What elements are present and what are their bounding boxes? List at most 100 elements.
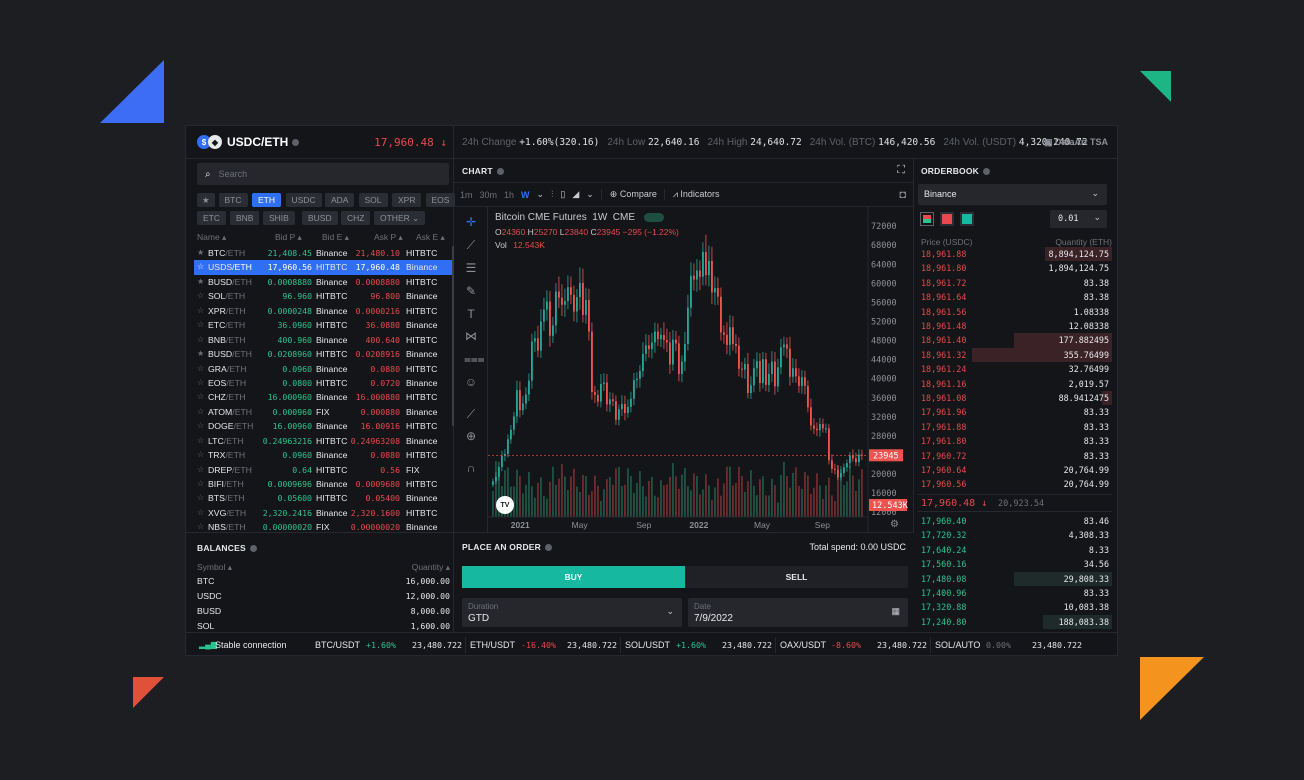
- sell-button[interactable]: SELL: [685, 566, 908, 588]
- view-asks-icon[interactable]: [940, 212, 954, 226]
- market-row[interactable]: ☆ BTS/ETH 0.05600 HITBTC 0.05400 Binance: [194, 491, 452, 505]
- col-ask-price[interactable]: Ask P ▴: [374, 232, 403, 242]
- prediction-icon[interactable]: ⩶: [464, 352, 485, 366]
- favorite-star-icon[interactable]: ☆: [197, 363, 205, 373]
- filter-chip[interactable]: CHZ: [341, 211, 371, 225]
- filter-chip[interactable]: EOS: [425, 193, 456, 207]
- market-row[interactable]: ★ BUSD/ETH 0.0208960 HITBTC 0.0208916 Binance: [194, 347, 452, 361]
- market-row[interactable]: ☆ XPR/ETH 0.0000248 Binance 0.0000216 HITBTC: [194, 304, 452, 318]
- trendline-icon[interactable]: ⟋: [466, 238, 476, 252]
- col-ask-exchange[interactable]: Ask E ▴: [416, 232, 445, 242]
- view-bids-icon[interactable]: [960, 212, 974, 226]
- duration-select[interactable]: Duration GTD ⌄: [462, 598, 682, 627]
- bid-row[interactable]: 17,960.40 83.46: [918, 514, 1112, 528]
- bid-row[interactable]: 17,560.16 34.56: [918, 557, 1112, 571]
- ask-row[interactable]: 18,961.16 2,019.57: [918, 377, 1112, 391]
- filter-chip[interactable]: BNB: [230, 211, 260, 225]
- zoom-in-icon[interactable]: ⊕: [465, 429, 477, 443]
- filter-chip[interactable]: ADA: [325, 193, 355, 207]
- col-name[interactable]: Name ▴: [197, 232, 227, 242]
- favorite-star-icon[interactable]: ☆: [197, 291, 205, 301]
- info-icon[interactable]: [249, 544, 257, 552]
- ticker-pair[interactable]: SOL/USDT: [625, 640, 671, 650]
- interval-1h[interactable]: 1h: [504, 189, 515, 200]
- market-row[interactable]: ☆ LTC/ETH 0.24963216 HITBTC 0.24963208 Binanc…: [194, 434, 452, 448]
- magnet-icon[interactable]: ∩: [466, 461, 476, 475]
- bid-row[interactable]: 17,400.96 83.33: [918, 586, 1112, 600]
- filter-chip[interactable]: XPR: [392, 193, 422, 207]
- ask-row[interactable]: 18,961.40 177.882495: [918, 333, 1112, 348]
- ask-row[interactable]: 17,960.64 20,764.99: [918, 463, 1112, 477]
- ticker-pair[interactable]: ETH/USDT: [470, 640, 515, 650]
- market-row[interactable]: ☆ GRA/ETH 0.0960 Binance 0.0880 HITBTC: [194, 362, 452, 376]
- filter-chip[interactable]: USDC: [285, 193, 322, 207]
- interval-30m[interactable]: 30m: [479, 189, 498, 200]
- filter-chip[interactable]: BTC: [218, 193, 248, 207]
- favorite-star-icon[interactable]: ☆: [197, 493, 205, 503]
- bid-row[interactable]: 17,320.88 10,083.38: [918, 600, 1112, 614]
- crosshair-icon[interactable]: ✛: [465, 215, 477, 229]
- market-row[interactable]: ☆ USDS/ETH 17,960.56 HITBTC 17,960.48 Binance: [194, 260, 452, 275]
- ask-row[interactable]: 18,961.56 1.08338: [918, 305, 1112, 319]
- bar-style-icon[interactable]: ⫶: [551, 189, 554, 199]
- market-row[interactable]: ☆ NBS/ETH 0.00000020 FIX 0.00000020 Binance: [194, 520, 452, 534]
- ask-row[interactable]: 18,961.08 88.9412475: [918, 391, 1112, 406]
- col-bid-price[interactable]: Bid P ▴: [275, 232, 302, 242]
- pair-selector[interactable]: $ ◆ USDC/ETH 17,960.48 ↓: [186, 126, 454, 159]
- date-field[interactable]: Date 7/9/2022 ▦: [688, 598, 908, 627]
- chevron-down-icon[interactable]: ⌄: [586, 189, 594, 199]
- chart-settings-icon[interactable]: ⚙: [890, 519, 899, 530]
- search-input[interactable]: ⌕ Search: [197, 163, 449, 185]
- balances-quantity-header[interactable]: Quantity ▴: [411, 562, 450, 572]
- price-chart[interactable]: 72000 68000 64000 60000 56000 52000 48000 44000…: [488, 207, 914, 532]
- market-row[interactable]: ☆ EOS/ETH 0.0800 HITBTC 0.0720 Binance: [194, 376, 452, 390]
- market-row[interactable]: ★ BTC/ETH 21,408.45 Binance 21,480.10 HITBTC: [194, 246, 452, 260]
- market-row[interactable]: ★ BUSD/ETH 0.0008880 Binance 0.0008880 HITBTC: [194, 275, 452, 289]
- ask-row[interactable]: 17,961.96 83.33: [918, 405, 1112, 419]
- exchange-select[interactable]: Binance ⌄: [918, 184, 1107, 205]
- view-both-icon[interactable]: [920, 212, 934, 226]
- ask-row[interactable]: 18,961.72 83.38: [918, 276, 1112, 290]
- area-style-icon[interactable]: ◢: [572, 189, 580, 199]
- info-icon[interactable]: [496, 167, 504, 175]
- ask-row[interactable]: 18,961.64 83.38: [918, 290, 1112, 304]
- favorite-star-icon[interactable]: ☆: [197, 435, 205, 445]
- compare-button[interactable]: ⊕ Compare: [600, 189, 657, 200]
- bid-row[interactable]: 17,640.24 8.33: [918, 543, 1112, 557]
- bid-row[interactable]: 17,240.80 188,083.38: [918, 614, 1112, 630]
- filter-chip[interactable]: OTHER ⌄: [374, 211, 426, 225]
- ask-row[interactable]: 17,960.56 20,764.99: [918, 477, 1112, 491]
- favorite-star-icon[interactable]: ☆: [197, 392, 205, 402]
- calendar-icon[interactable]: ▦: [891, 606, 900, 616]
- chart-visibility-toggle[interactable]: [643, 212, 664, 222]
- favorite-star-icon[interactable]: ★: [197, 276, 205, 286]
- market-row[interactable]: ☆ ETC/ETH 36.0960 HITBTC 36.0880 Binance: [194, 318, 452, 332]
- ticker-pair[interactable]: OAX/USDT: [780, 640, 827, 650]
- ticker-pair[interactable]: SOL/AUTO: [935, 640, 981, 650]
- info-icon[interactable]: [545, 543, 552, 551]
- pattern-icon[interactable]: ⋈: [465, 329, 477, 343]
- favorite-star-icon[interactable]: ☆: [197, 522, 205, 532]
- filter-chip[interactable]: SOL: [358, 193, 388, 207]
- text-tool-icon[interactable]: T: [467, 307, 475, 321]
- indicators-button[interactable]: ⩘ Indicators: [663, 189, 719, 200]
- ask-row[interactable]: 18,961.24 32.76499: [918, 362, 1112, 376]
- favorite-star-icon[interactable]: ☆: [197, 305, 205, 315]
- market-row[interactable]: ☆ TRX/ETH 0.0960 Binance 0.0880 HITBTC: [194, 448, 452, 462]
- candle-style-icon[interactable]: ▯: [560, 189, 566, 199]
- market-row[interactable]: ☆ DOGE/ETH 16.00960 Binance 16.00916 HITBTC: [194, 419, 452, 433]
- chart-svg[interactable]: 72000 68000 64000 60000 56000 52000 48000 44000…: [488, 207, 914, 532]
- fib-icon[interactable]: ☰: [465, 261, 477, 275]
- favorite-star-icon[interactable]: ☆: [197, 421, 205, 431]
- favorite-star-icon[interactable]: ☆: [197, 479, 205, 488]
- filter-chip[interactable]: SHIB: [263, 211, 295, 225]
- ticker-pair[interactable]: BTC/USDT: [315, 640, 360, 650]
- camera-icon[interactable]: ◘: [899, 188, 906, 201]
- balances-symbol-header[interactable]: Symbol ▴: [197, 562, 232, 572]
- filter-chip[interactable]: ETC: [197, 211, 226, 225]
- market-row[interactable]: ☆ CHZ/ETH 16.000960 Binance 16.000880 HITBTC: [194, 390, 452, 404]
- favorite-star-icon[interactable]: ☆: [197, 450, 205, 460]
- ask-row[interactable]: 18,961.88 8,894,124.75: [918, 247, 1112, 262]
- favorite-star-icon[interactable]: ☆: [197, 262, 205, 272]
- filter-chip[interactable]: ★: [197, 193, 215, 207]
